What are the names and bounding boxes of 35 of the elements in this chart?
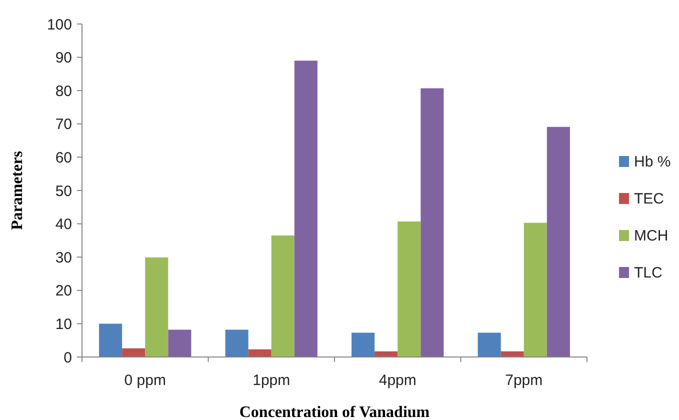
y-tick-label: 60 (55, 149, 72, 166)
y-tick-label: 40 (55, 216, 72, 234)
bar (294, 60, 318, 357)
bar (271, 235, 294, 357)
bar (524, 222, 547, 357)
bar (145, 257, 168, 357)
y-tick-label: 50 (55, 182, 72, 200)
legend-label: TLC (634, 264, 663, 282)
bar (420, 88, 444, 357)
legend-label: MCH (634, 227, 668, 244)
bar (225, 330, 248, 357)
bar (168, 330, 192, 357)
y-tick-label: 10 (55, 316, 72, 333)
y-axis-title: Parameters (9, 150, 26, 230)
bar (398, 221, 421, 357)
bar (352, 332, 375, 357)
bar (248, 349, 272, 357)
y-tick-label: 20 (55, 282, 72, 300)
x-tick-label: 4ppm (378, 372, 416, 389)
x-tick-label: 1ppm (252, 372, 290, 389)
x-tick-label: 7ppm (505, 372, 543, 389)
y-tick-label: 90 (55, 50, 72, 67)
y-tick-label: 70 (55, 116, 72, 134)
x-tick-label: 0 ppm (124, 372, 166, 389)
bar (546, 126, 570, 357)
bar (122, 348, 146, 357)
bar (99, 324, 122, 357)
y-tick-label: 30 (55, 249, 72, 266)
y-tick-label: 80 (55, 82, 72, 100)
y-tick-label: 100 (46, 16, 72, 34)
y-tick-label: 0 (64, 349, 72, 366)
legend-label: Hb % (634, 153, 671, 170)
bar (478, 332, 501, 357)
x-axis-title: Concentration of Vanadium (239, 404, 430, 420)
legend-label: TEC (634, 190, 664, 208)
